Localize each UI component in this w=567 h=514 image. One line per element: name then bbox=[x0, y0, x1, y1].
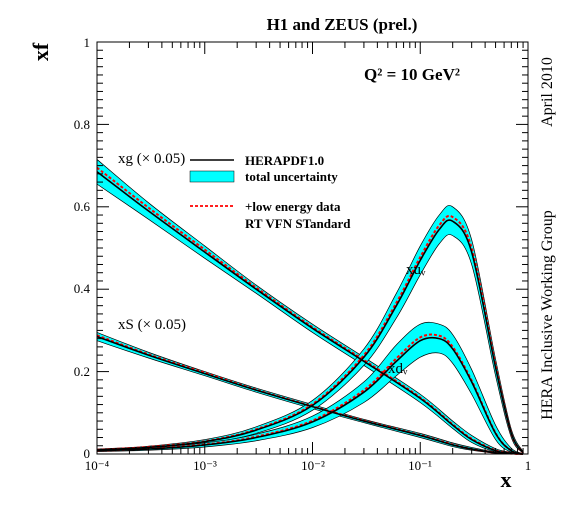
curve-label-xu: xuᵥ bbox=[406, 262, 426, 278]
x-tick-label: 10⁻² bbox=[301, 458, 325, 473]
band-edge-lower-xd bbox=[96, 352, 524, 455]
uncertainty-band-xd bbox=[97, 322, 524, 454]
central-curve-xs bbox=[96, 335, 524, 455]
y-axis-title: xf bbox=[28, 42, 53, 61]
legend-band-swatch bbox=[189, 170, 235, 183]
y-tick-label: 0.8 bbox=[74, 117, 90, 132]
plot-frame bbox=[96, 41, 529, 455]
x-tick-label: 1 bbox=[525, 458, 532, 473]
y-tick-label: 0.6 bbox=[74, 199, 91, 214]
central-curve-xd bbox=[96, 336, 524, 455]
curve-label-xg: xg (× 0.05) bbox=[118, 151, 185, 167]
legend-dashed-label-2: RT VFN STandard bbox=[245, 216, 351, 231]
x-tick-label: 10⁻⁴ bbox=[85, 458, 110, 473]
y-tick-label: 0.2 bbox=[74, 364, 90, 379]
central-curve-xu bbox=[96, 219, 524, 454]
y-tick-label: 1 bbox=[84, 35, 91, 50]
band-edge-upper-xd bbox=[96, 321, 524, 454]
legend-central-label: HERAPDF1.0 bbox=[245, 153, 324, 168]
curve-label-xs: xS (× 0.05) bbox=[118, 317, 186, 333]
date-label: April 2010 bbox=[539, 57, 556, 127]
legend-dashed-label-1: +low energy data bbox=[245, 199, 341, 214]
axis-ticks bbox=[96, 41, 529, 455]
group-label: HERA Inclusive Working Group bbox=[539, 210, 556, 420]
curve-label-xd: xdᵥ bbox=[388, 361, 408, 377]
y-tick-label: 0 bbox=[84, 446, 91, 461]
y-tick-label: 0.4 bbox=[74, 281, 91, 296]
x-tick-label: 10⁻¹ bbox=[408, 458, 432, 473]
chart-title: H1 and ZEUS (prel.) bbox=[267, 15, 418, 34]
q2-label: Q² = 10 GeV² bbox=[364, 65, 460, 84]
band-edge-upper-xu bbox=[96, 205, 524, 452]
dashed-curve-xg bbox=[96, 166, 524, 455]
legend-band-label: total uncertainty bbox=[245, 169, 338, 184]
x-axis-title: x bbox=[501, 467, 512, 492]
x-tick-label: 10⁻³ bbox=[193, 458, 217, 473]
